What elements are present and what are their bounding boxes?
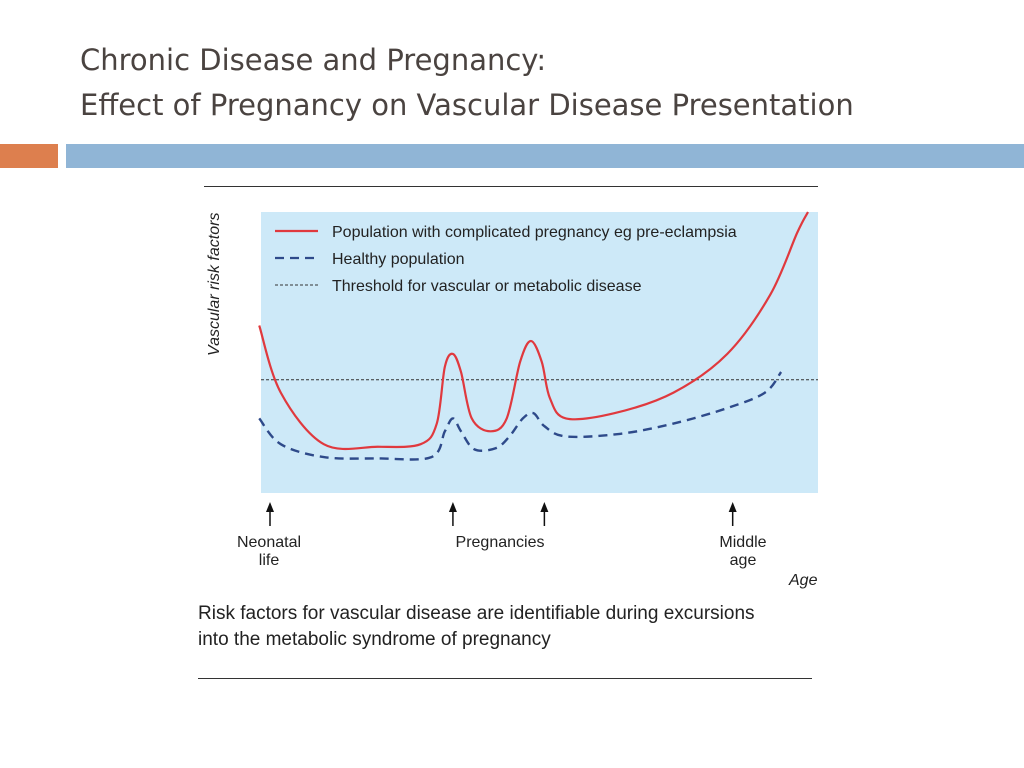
legend-label-2: Threshold for vascular or metabolic dise… — [332, 278, 642, 295]
marker-label-1: Pregnancies — [456, 534, 545, 551]
title-line-2: Effect of Pregnancy on Vascular Disease … — [80, 88, 854, 122]
caption-line-2: into the metabolic syndrome of pregnancy — [198, 629, 551, 650]
legend-label-1: Healthy population — [332, 251, 465, 268]
figure-top-rule — [204, 186, 818, 187]
chart-legend: Population with complicated pregnancy eg… — [275, 224, 737, 295]
title-line-1: Chronic Disease and Pregnancy: — [80, 43, 547, 77]
figure-bottom-rule — [198, 678, 812, 679]
marker-arrowhead-0 — [266, 502, 274, 512]
marker-label-0: Neonatal life — [237, 534, 301, 569]
caption-line-1: Risk factors for vascular disease are id… — [198, 603, 755, 624]
x-axis-label: Age — [788, 572, 818, 589]
marker-label-3: Middle age — [719, 534, 766, 569]
marker-arrowhead-2 — [540, 502, 549, 512]
accent-bar-orange — [0, 144, 58, 168]
figure-caption: Risk factors for vascular disease are id… — [198, 601, 755, 653]
series-line-complicated — [258, 211, 809, 451]
y-axis-label: Vascular risk factors — [206, 213, 223, 356]
marker-layer: Neonatal life Pregnancies Middle age — [237, 502, 767, 569]
legend-label-0: Population with complicated pregnancy eg… — [332, 224, 737, 241]
marker-arrowhead-3 — [728, 502, 737, 512]
series-line-healthy — [258, 371, 783, 461]
slide-title: Chronic Disease and Pregnancy: Effect of… — [80, 38, 854, 128]
marker-arrowhead-1 — [448, 502, 457, 512]
accent-bar-blue — [66, 144, 1024, 168]
series-layer — [258, 211, 818, 461]
